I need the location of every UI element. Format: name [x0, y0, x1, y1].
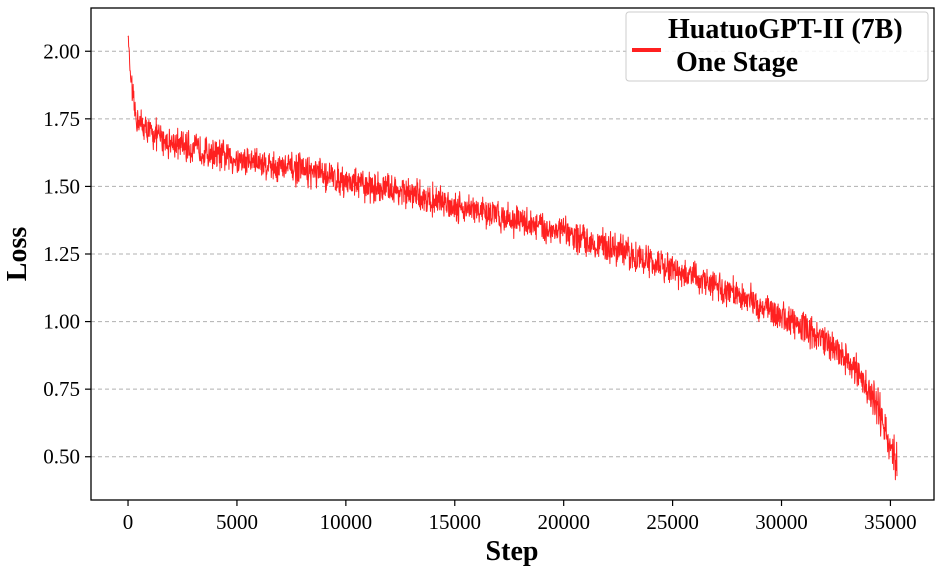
x-tick-label: 5000 — [216, 510, 258, 534]
x-tick-label: 30000 — [755, 510, 808, 534]
y-tick-label: 1.25 — [43, 242, 80, 266]
y-tick-label: 1.75 — [43, 107, 80, 131]
legend-label-line-2: One Stage — [676, 47, 798, 78]
x-tick-label: 15000 — [429, 510, 482, 534]
x-tick-label: 0 — [123, 510, 134, 534]
x-tick-label: 10000 — [320, 510, 373, 534]
y-tick-label: 1.00 — [43, 310, 80, 334]
legend-box — [625, 11, 929, 82]
y-axis-label: Loss — [2, 227, 33, 282]
series-layer — [127, 35, 898, 481]
y-axis-ticks: 0.50 0.75 1.00 1.25 1.50 1.75 2.00 — [43, 39, 91, 469]
x-tick-label: 20000 — [537, 510, 590, 534]
x-axis-ticks: 0 5000 10000 15000 20000 25000 30000 35000 — [123, 500, 917, 534]
legend: HuatuoGPT-II (7B) One Stage — [625, 11, 929, 82]
y-tick-label: 0.75 — [43, 377, 80, 401]
x-axis-label: Step — [486, 536, 539, 567]
legend-label-line-1: HuatuoGPT-II (7B) — [668, 14, 903, 45]
y-tick-label: 0.50 — [43, 445, 80, 469]
x-tick-label: 25000 — [646, 510, 699, 534]
x-tick-label: 35000 — [864, 510, 917, 534]
y-tick-label: 1.50 — [43, 174, 80, 198]
grid-lines — [91, 50, 934, 458]
series-line — [127, 35, 898, 481]
y-tick-label: 2.00 — [43, 39, 80, 63]
